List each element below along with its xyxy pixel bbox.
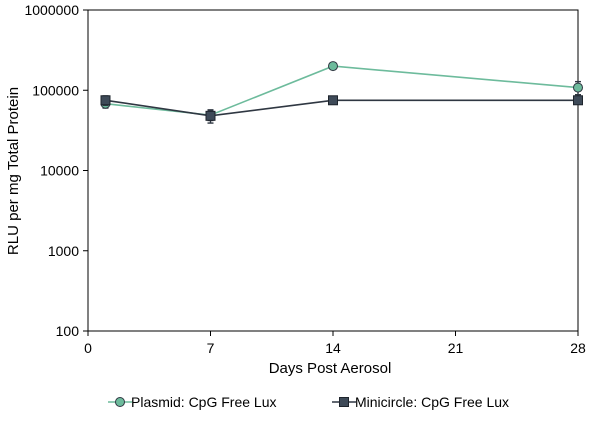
x-axis-ticks: 0 7 14 21 28 — [84, 331, 586, 356]
data-point — [328, 95, 338, 106]
plot-frame — [87, 9, 579, 332]
series-line — [105, 99, 578, 117]
x-tick-label: 0 — [84, 340, 92, 356]
series-line — [105, 65, 579, 116]
data-point — [328, 61, 338, 72]
series-layer — [100, 61, 583, 124]
plot-area — [87, 9, 579, 332]
legend-marker — [115, 397, 125, 407]
x-tick-label: 14 — [325, 340, 341, 356]
x-tick-label: 28 — [570, 340, 586, 356]
y-tick-label: 1000000 — [24, 2, 79, 18]
legend: Plasmid: CpG Free Lux Minicircle: CpG Fre… — [108, 394, 509, 410]
x-tick-label: 7 — [207, 340, 215, 356]
y-axis-label: RLU per mg Total Protein — [5, 87, 22, 255]
y-tick-label: 10000 — [40, 163, 79, 179]
series-1 — [100, 61, 583, 122]
legend-marker — [339, 397, 349, 407]
legend-item: Plasmid: CpG Free Lux — [108, 394, 277, 410]
legend-item: Minicircle: CpG Free Lux — [332, 394, 509, 410]
data-point — [573, 82, 583, 93]
legend-label: Minicircle: CpG Free Lux — [355, 394, 509, 410]
y-tick-label: 100000 — [32, 82, 79, 98]
series-2 — [100, 95, 583, 124]
y-axis-ticks: 100 1000 10000 100000 1000000 — [24, 2, 88, 339]
x-tick-label: 21 — [448, 340, 464, 356]
y-tick-label: 1000 — [48, 243, 79, 259]
data-point — [100, 95, 111, 106]
legend-label: Plasmid: CpG Free Lux — [131, 394, 277, 410]
data-point — [573, 95, 583, 106]
y-tick-label: 100 — [56, 323, 80, 339]
data-point — [205, 110, 216, 121]
x-axis-label: Days Post Aerosol — [269, 360, 392, 377]
